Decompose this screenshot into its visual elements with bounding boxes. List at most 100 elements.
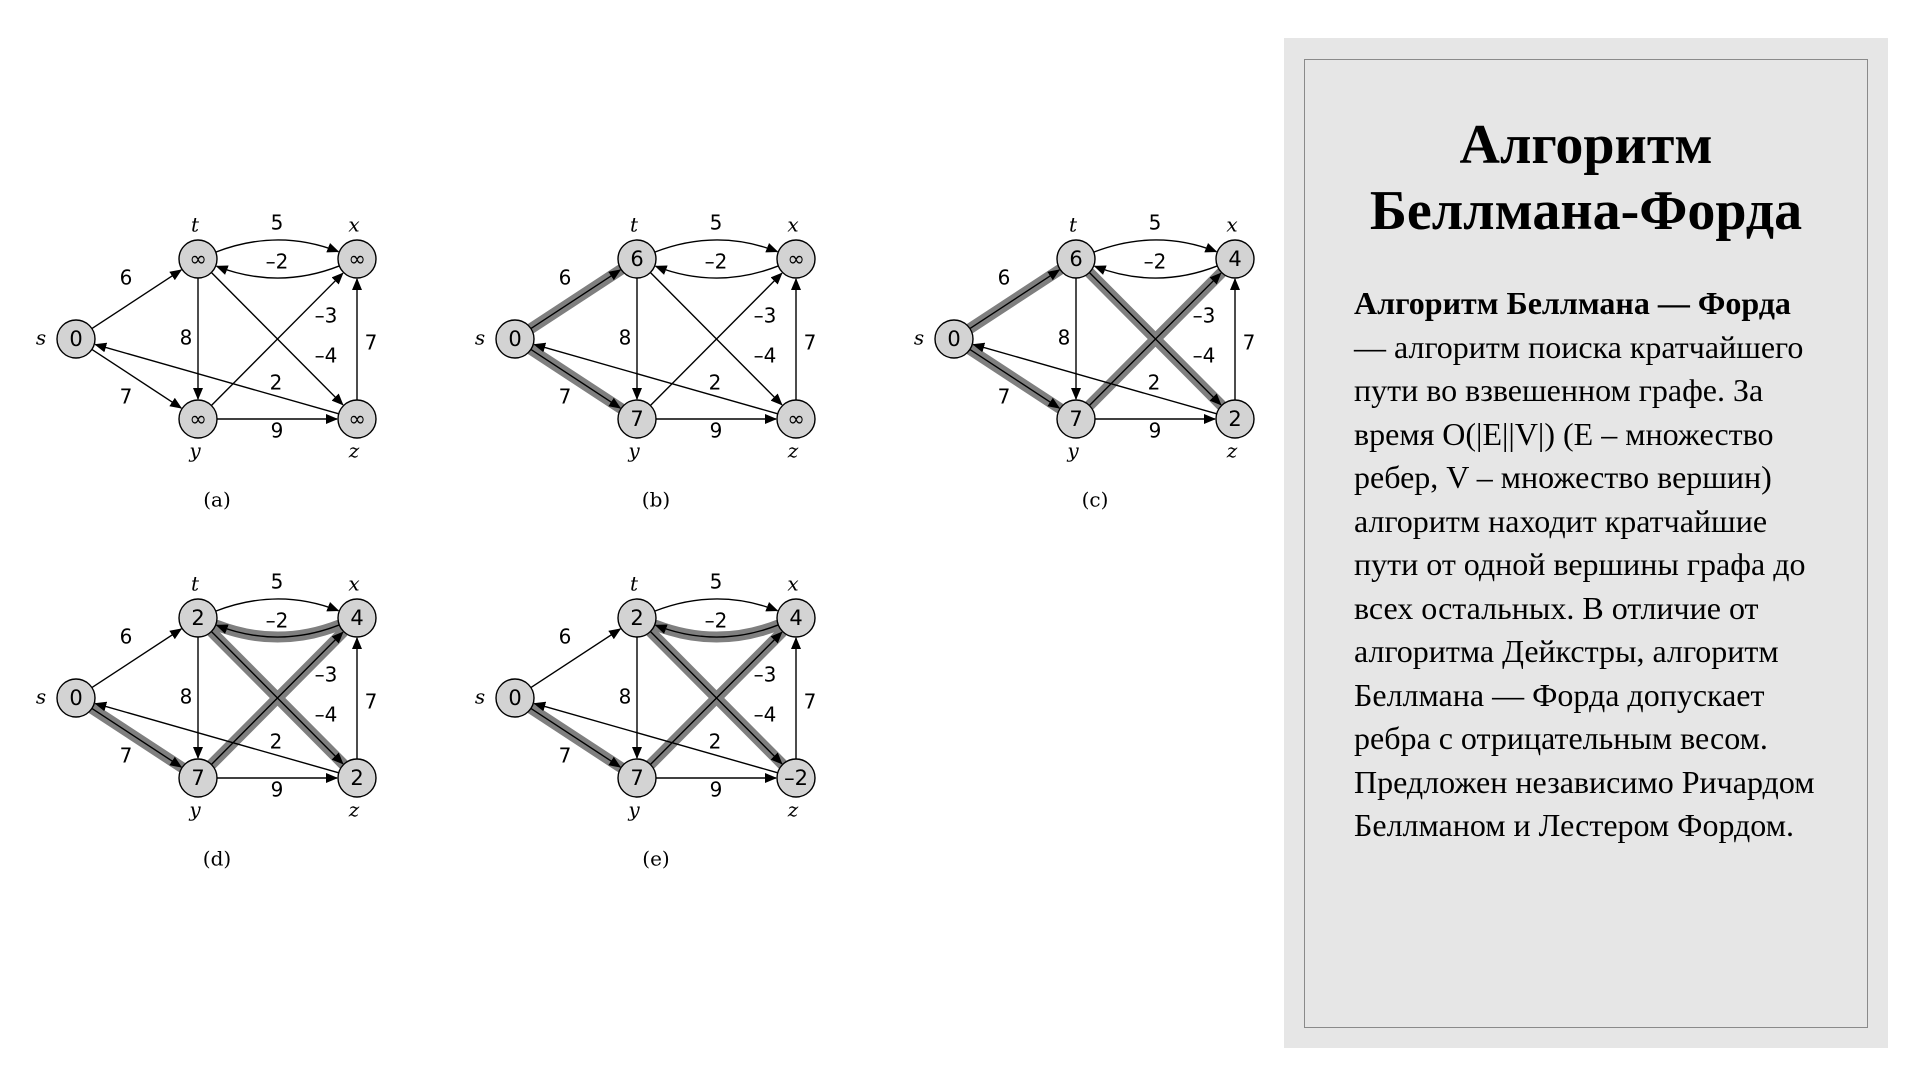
- vertex-label-y: y: [627, 439, 640, 463]
- vertex-label-s: s: [914, 326, 924, 350]
- edge-weight-yx: –3: [754, 663, 777, 687]
- edge-weight-sy: 7: [998, 385, 1011, 409]
- edge-weight-zx: 7: [365, 690, 378, 714]
- edge-sy: [531, 708, 620, 767]
- vertex-distance-t: 2: [630, 606, 643, 630]
- vertex-distance-x: 4: [350, 606, 363, 630]
- edge-weight-xt: –2: [1144, 250, 1167, 274]
- vertex-distance-s: 0: [508, 686, 521, 710]
- vertex-label-s: s: [475, 685, 485, 709]
- vertex-label-z: z: [787, 439, 799, 463]
- edge-weight-xt: –2: [266, 609, 289, 633]
- vertex-distance-y: 7: [1069, 407, 1082, 431]
- edge-sy: [970, 349, 1059, 408]
- edge-weight-sy: 7: [559, 385, 572, 409]
- vertex-label-x: x: [348, 213, 359, 237]
- edge-weight-ty: 8: [1058, 326, 1071, 350]
- edge-weight-st: 6: [120, 266, 133, 290]
- edge-weight-yx: –3: [1193, 304, 1216, 328]
- info-panel-frame: Алгоритм Беллмана-Форда Алгоритм Беллман…: [1304, 59, 1868, 1028]
- vertex-distance-x: 4: [1228, 247, 1241, 271]
- edge-st: [970, 270, 1059, 329]
- edge-sy: [531, 349, 620, 408]
- edge-weight-yz: 9: [1149, 419, 1162, 443]
- vertex-label-x: x: [787, 213, 798, 237]
- vertex-label-s: s: [475, 326, 485, 350]
- vertex-distance-s: 0: [69, 686, 82, 710]
- edge-st: [531, 270, 620, 329]
- edge-weight-yx: –3: [754, 304, 777, 328]
- vertex-label-y: y: [627, 798, 640, 822]
- panel-description-bold: Алгоритм Беллмана — Форда: [1354, 285, 1791, 321]
- edge-weight-tx: 5: [1149, 211, 1162, 235]
- vertex-distance-s: 0: [508, 327, 521, 351]
- vertex-distance-z: –2: [784, 766, 808, 790]
- edge-weight-zs: 2: [270, 371, 283, 395]
- edge-weight-sy: 7: [120, 744, 133, 768]
- edge-weight-yz: 9: [271, 778, 284, 802]
- vertex-distance-z: ∞: [787, 407, 805, 431]
- graph-caption: (e): [642, 847, 669, 871]
- edge-weight-tz: –4: [315, 344, 338, 368]
- vertex-distance-x: 4: [789, 606, 802, 630]
- vertex-distance-y: 7: [630, 766, 643, 790]
- vertex-distance-t: ∞: [189, 247, 207, 271]
- panel-title-line2: Беллмана-Форда: [1305, 178, 1867, 244]
- edge-weight-yz: 9: [710, 778, 723, 802]
- panel-title: Алгоритм Беллмана-Форда: [1305, 112, 1867, 244]
- edge-weight-zx: 7: [804, 690, 817, 714]
- edge-sy: [92, 349, 181, 408]
- vertex-label-t: t: [191, 213, 200, 237]
- edge-weight-zs: 2: [709, 730, 722, 754]
- vertex-distance-t: 2: [191, 606, 204, 630]
- vertex-distance-t: 6: [630, 247, 643, 271]
- edge-weight-ty: 8: [619, 685, 632, 709]
- graph-d: 675–28–4–39720s2t4x7y2z(d): [36, 570, 378, 871]
- edge-weight-st: 6: [559, 266, 572, 290]
- vertex-label-t: t: [630, 572, 639, 596]
- edge-st: [531, 629, 620, 688]
- edge-weight-yz: 9: [271, 419, 284, 443]
- vertex-distance-x: ∞: [348, 247, 366, 271]
- edge-weight-st: 6: [559, 625, 572, 649]
- edge-weight-xt: –2: [705, 250, 728, 274]
- vertex-distance-z: 2: [350, 766, 363, 790]
- graph-caption: (b): [642, 488, 670, 512]
- info-panel: Алгоритм Беллмана-Форда Алгоритм Беллман…: [1284, 38, 1888, 1048]
- vertex-distance-s: 0: [947, 327, 960, 351]
- graph-caption: (d): [203, 847, 231, 871]
- panel-title-line1: Алгоритм: [1305, 112, 1867, 178]
- edge-weight-zx: 7: [365, 331, 378, 355]
- edge-weight-sy: 7: [559, 744, 572, 768]
- panel-description: Алгоритм Беллмана — Форда — алгоритм пои…: [1354, 282, 1827, 848]
- graph-c: 675–28–4–39720s6t4x7y2z(c): [914, 211, 1256, 512]
- edge-sy: [92, 708, 181, 767]
- vertex-distance-t: 6: [1069, 247, 1082, 271]
- edge-weight-zs: 2: [270, 730, 283, 754]
- edge-weight-zs: 2: [1148, 371, 1161, 395]
- edge-weight-yz: 9: [710, 419, 723, 443]
- vertex-distance-y: 7: [191, 766, 204, 790]
- graph-caption: (c): [1082, 488, 1109, 512]
- vertex-label-s: s: [36, 326, 46, 350]
- vertex-distance-y: ∞: [189, 407, 207, 431]
- edge-weight-tx: 5: [271, 570, 284, 594]
- edge-weight-zs: 2: [709, 371, 722, 395]
- panel-description-text: — алгоритм поиска кратчайшего пути во вз…: [1354, 329, 1814, 844]
- graph-e: 6 7 5 –2 8 –4 –3 9 7 2 0s 2 t 4 x 7 y –2 z (e): [475, 570, 817, 871]
- graph-a: 6 7 5 –2 8 –4 –3 9 7 2 0s ∞ t ∞ x ∞ y ∞ z (a): [36, 211, 378, 512]
- edge-weight-st: 6: [998, 266, 1011, 290]
- vertex-label-y: y: [1066, 439, 1079, 463]
- vertex-label-y: y: [188, 798, 201, 822]
- vertex-label-t: t: [191, 572, 200, 596]
- vertex-label-s: s: [36, 685, 46, 709]
- graph-caption: (a): [203, 488, 231, 512]
- edge-st: [92, 270, 181, 329]
- vertex-label-y: y: [188, 439, 201, 463]
- edge-weight-tx: 5: [271, 211, 284, 235]
- edge-weight-tx: 5: [710, 570, 723, 594]
- edge-weight-tz: –4: [315, 703, 338, 727]
- edge-weight-ty: 8: [180, 685, 193, 709]
- vertex-distance-y: 7: [630, 407, 643, 431]
- edge-weight-yx: –3: [315, 663, 338, 687]
